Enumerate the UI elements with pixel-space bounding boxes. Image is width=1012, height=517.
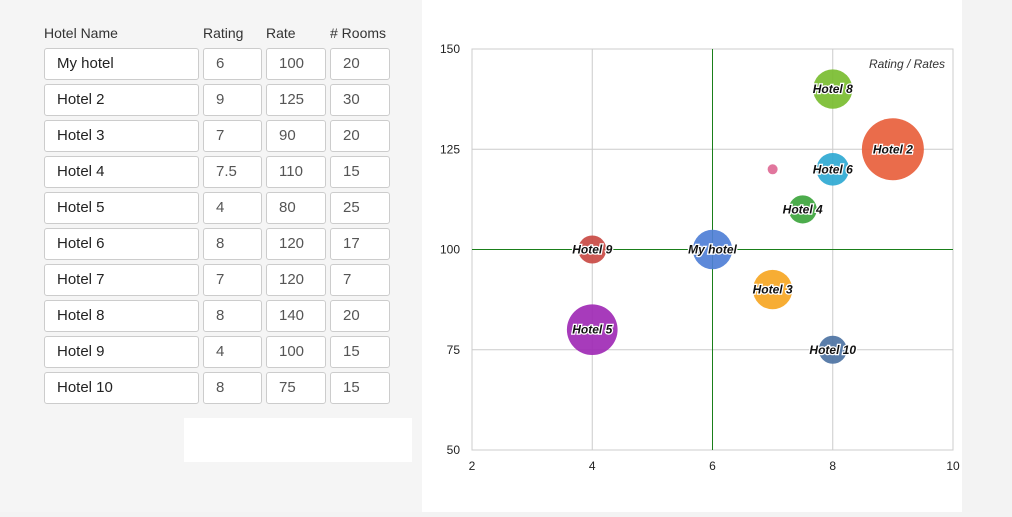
rooms-input[interactable]: 20	[330, 48, 390, 80]
bubble-label: Hotel 9	[572, 243, 612, 257]
empty-area	[184, 418, 412, 462]
bubble-label: Hotel 4	[783, 202, 823, 216]
bubble-point	[767, 164, 778, 175]
header-rate: Rate	[266, 25, 296, 41]
bubble-label: Hotel 5	[572, 323, 612, 337]
rating-input[interactable]: 9	[203, 84, 262, 116]
bubble-point	[578, 235, 607, 264]
y-tick-label: 50	[447, 443, 461, 457]
bubble-label: Hotel 3	[753, 283, 793, 297]
rating-input[interactable]: 8	[203, 372, 262, 404]
chart-title: Rating / Rates	[869, 57, 945, 71]
rate-input[interactable]: 80	[266, 192, 326, 224]
header-hotel-name: Hotel Name	[44, 25, 118, 41]
rating-input[interactable]: 7	[203, 264, 262, 296]
rooms-input[interactable]: 15	[330, 156, 390, 188]
bubble-label: Hotel 10	[809, 343, 856, 357]
bubble-point	[566, 304, 618, 356]
x-tick-label: 6	[709, 459, 716, 473]
rating-input[interactable]: 8	[203, 300, 262, 332]
bubble-point	[816, 152, 850, 186]
hotel-table-panel: Hotel Name Rating Rate # Rooms My hotel 6…	[0, 0, 422, 512]
x-tick-label: 8	[829, 459, 836, 473]
hotel-name-input[interactable]: Hotel 6	[44, 228, 199, 260]
hotel-name-input[interactable]: My hotel	[44, 48, 199, 80]
page-margin	[962, 0, 1012, 512]
hotel-name-input[interactable]: Hotel 3	[44, 120, 199, 152]
rate-input[interactable]: 100	[266, 336, 326, 368]
rooms-input[interactable]: 20	[330, 120, 390, 152]
rate-input[interactable]: 140	[266, 300, 326, 332]
x-tick-label: 2	[469, 459, 476, 473]
hotel-name-input[interactable]: Hotel 9	[44, 336, 199, 368]
hotel-name-input[interactable]: Hotel 5	[44, 192, 199, 224]
hotel-name-input[interactable]: Hotel 8	[44, 300, 199, 332]
rooms-input[interactable]: 20	[330, 300, 390, 332]
y-tick-label: 150	[440, 42, 460, 56]
hotel-name-input[interactable]: Hotel 10	[44, 372, 199, 404]
bubble-point	[788, 195, 817, 224]
bubble-label: Hotel 6	[813, 162, 853, 176]
rooms-input[interactable]: 30	[330, 84, 390, 116]
chart-panel: 2 4 6 8 10 50 75 100 125 150 Rating / Rates Hotel 2…	[422, 0, 962, 512]
bubble-point	[818, 335, 847, 364]
rooms-input[interactable]: 25	[330, 192, 390, 224]
bubble-label: Hotel 2	[873, 142, 913, 156]
rating-input[interactable]: 4	[203, 192, 262, 224]
bubble-point	[752, 269, 793, 310]
rate-input[interactable]: 100	[266, 48, 326, 80]
header-rooms: # Rooms	[330, 25, 387, 41]
y-tick-label: 125	[440, 142, 460, 156]
rating-input[interactable]: 7.5	[203, 156, 262, 188]
hotel-name-input[interactable]: Hotel 2	[44, 84, 199, 116]
bubble-chart: 2 4 6 8 10 50 75 100 125 150 Rating / Rates Hotel 2…	[440, 42, 960, 473]
rooms-input[interactable]: 7	[330, 264, 390, 296]
rating-input[interactable]: 7	[203, 120, 262, 152]
header-rating: Rating	[203, 25, 244, 41]
rating-input[interactable]: 6	[203, 48, 262, 80]
rate-input[interactable]: 110	[266, 156, 326, 188]
y-tick-label: 75	[447, 343, 461, 357]
rate-input[interactable]: 90	[266, 120, 326, 152]
rooms-input[interactable]: 15	[330, 372, 390, 404]
rating-input[interactable]: 8	[203, 228, 262, 260]
hotel-name-input[interactable]: Hotel 7	[44, 264, 199, 296]
rate-input[interactable]: 125	[266, 84, 326, 116]
y-tick-label: 100	[440, 243, 460, 257]
rate-input[interactable]: 75	[266, 372, 326, 404]
bubble-label: Hotel 8	[813, 82, 853, 96]
hotel-name-input[interactable]: Hotel 4	[44, 156, 199, 188]
rooms-input[interactable]: 17	[330, 228, 390, 260]
rate-input[interactable]: 120	[266, 228, 326, 260]
x-tick-label: 10	[946, 459, 960, 473]
bubble-point	[692, 229, 733, 270]
bubble-point	[861, 118, 924, 181]
bubble-point	[813, 69, 853, 109]
rooms-input[interactable]: 15	[330, 336, 390, 368]
rate-input[interactable]: 120	[266, 264, 326, 296]
rating-input[interactable]: 4	[203, 336, 262, 368]
bubble-label: My hotel	[688, 243, 737, 257]
x-tick-label: 4	[589, 459, 596, 473]
